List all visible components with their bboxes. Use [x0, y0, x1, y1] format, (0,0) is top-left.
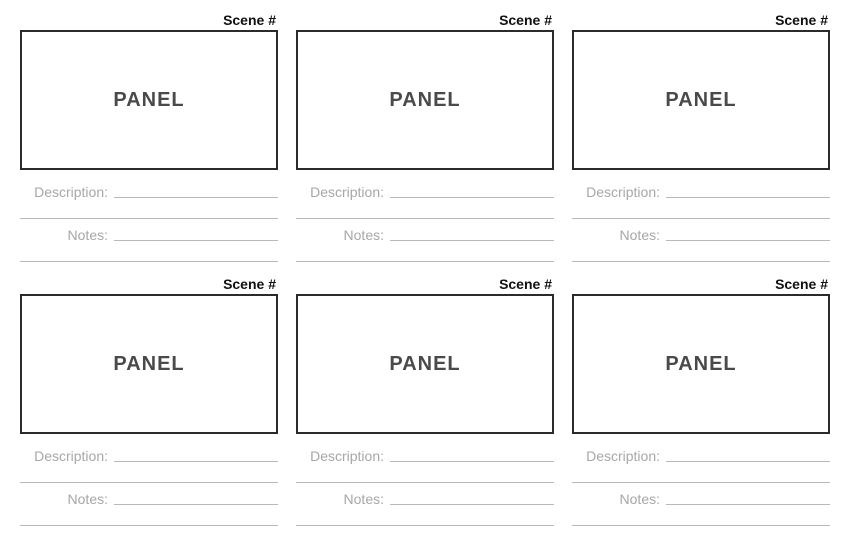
storyboard-card: Scene # PANEL Description: Notes: [296, 12, 554, 262]
storyboard-card: Scene # PANEL Description: Notes: [20, 276, 278, 526]
storyboard-card: Scene # PANEL Description: Notes: [296, 276, 554, 526]
notes-line-2 [20, 525, 278, 526]
panel-placeholder-text: PANEL [665, 89, 736, 112]
panel-frame: PANEL [572, 30, 830, 170]
field-group: Description: Notes: [572, 184, 830, 262]
notes-line [114, 240, 278, 241]
description-row: Description: [572, 448, 830, 464]
notes-line-2 [296, 261, 554, 262]
description-line [114, 197, 278, 198]
description-row: Description: [296, 184, 554, 200]
notes-label: Notes: [572, 491, 660, 507]
description-label: Description: [20, 184, 108, 200]
notes-label: Notes: [296, 227, 384, 243]
notes-row: Notes: [572, 227, 830, 243]
description-row: Description: [572, 184, 830, 200]
notes-line-2 [572, 525, 830, 526]
notes-line-2 [20, 261, 278, 262]
notes-line [666, 240, 830, 241]
panel-frame: PANEL [20, 30, 278, 170]
notes-line [666, 504, 830, 505]
panel-frame: PANEL [572, 294, 830, 434]
field-group: Description: Notes: [20, 448, 278, 526]
description-line [390, 197, 554, 198]
panel-placeholder-text: PANEL [389, 353, 460, 376]
description-line-2 [20, 482, 278, 483]
notes-row: Notes: [572, 491, 830, 507]
description-row: Description: [20, 448, 278, 464]
description-label: Description: [296, 184, 384, 200]
notes-label: Notes: [20, 227, 108, 243]
panel-frame: PANEL [296, 294, 554, 434]
description-line-2 [572, 482, 830, 483]
notes-row: Notes: [20, 491, 278, 507]
description-line-2 [572, 218, 830, 219]
description-row: Description: [20, 184, 278, 200]
panel-placeholder-text: PANEL [113, 353, 184, 376]
notes-line-2 [296, 525, 554, 526]
notes-label: Notes: [572, 227, 660, 243]
storyboard-grid: Scene # PANEL Description: Notes: Scene … [0, 0, 850, 543]
storyboard-card: Scene # PANEL Description: Notes: [20, 12, 278, 262]
notes-label: Notes: [20, 491, 108, 507]
notes-line [390, 504, 554, 505]
field-group: Description: Notes: [296, 448, 554, 526]
scene-number-label: Scene # [572, 12, 830, 28]
scene-number-label: Scene # [572, 276, 830, 292]
description-line-2 [20, 218, 278, 219]
notes-row: Notes: [296, 227, 554, 243]
panel-placeholder-text: PANEL [665, 353, 736, 376]
scene-number-label: Scene # [296, 12, 554, 28]
description-label: Description: [572, 184, 660, 200]
notes-row: Notes: [296, 491, 554, 507]
panel-frame: PANEL [296, 30, 554, 170]
scene-number-label: Scene # [20, 276, 278, 292]
scene-number-label: Scene # [296, 276, 554, 292]
storyboard-card: Scene # PANEL Description: Notes: [572, 12, 830, 262]
storyboard-card: Scene # PANEL Description: Notes: [572, 276, 830, 526]
notes-row: Notes: [20, 227, 278, 243]
panel-frame: PANEL [20, 294, 278, 434]
panel-placeholder-text: PANEL [389, 89, 460, 112]
description-label: Description: [296, 448, 384, 464]
description-line [390, 461, 554, 462]
field-group: Description: Notes: [572, 448, 830, 526]
description-label: Description: [572, 448, 660, 464]
description-label: Description: [20, 448, 108, 464]
description-line-2 [296, 482, 554, 483]
notes-line [390, 240, 554, 241]
notes-line-2 [572, 261, 830, 262]
panel-placeholder-text: PANEL [113, 89, 184, 112]
notes-label: Notes: [296, 491, 384, 507]
description-row: Description: [296, 448, 554, 464]
description-line [666, 197, 830, 198]
field-group: Description: Notes: [20, 184, 278, 262]
scene-number-label: Scene # [20, 12, 278, 28]
field-group: Description: Notes: [296, 184, 554, 262]
description-line-2 [296, 218, 554, 219]
notes-line [114, 504, 278, 505]
description-line [114, 461, 278, 462]
description-line [666, 461, 830, 462]
